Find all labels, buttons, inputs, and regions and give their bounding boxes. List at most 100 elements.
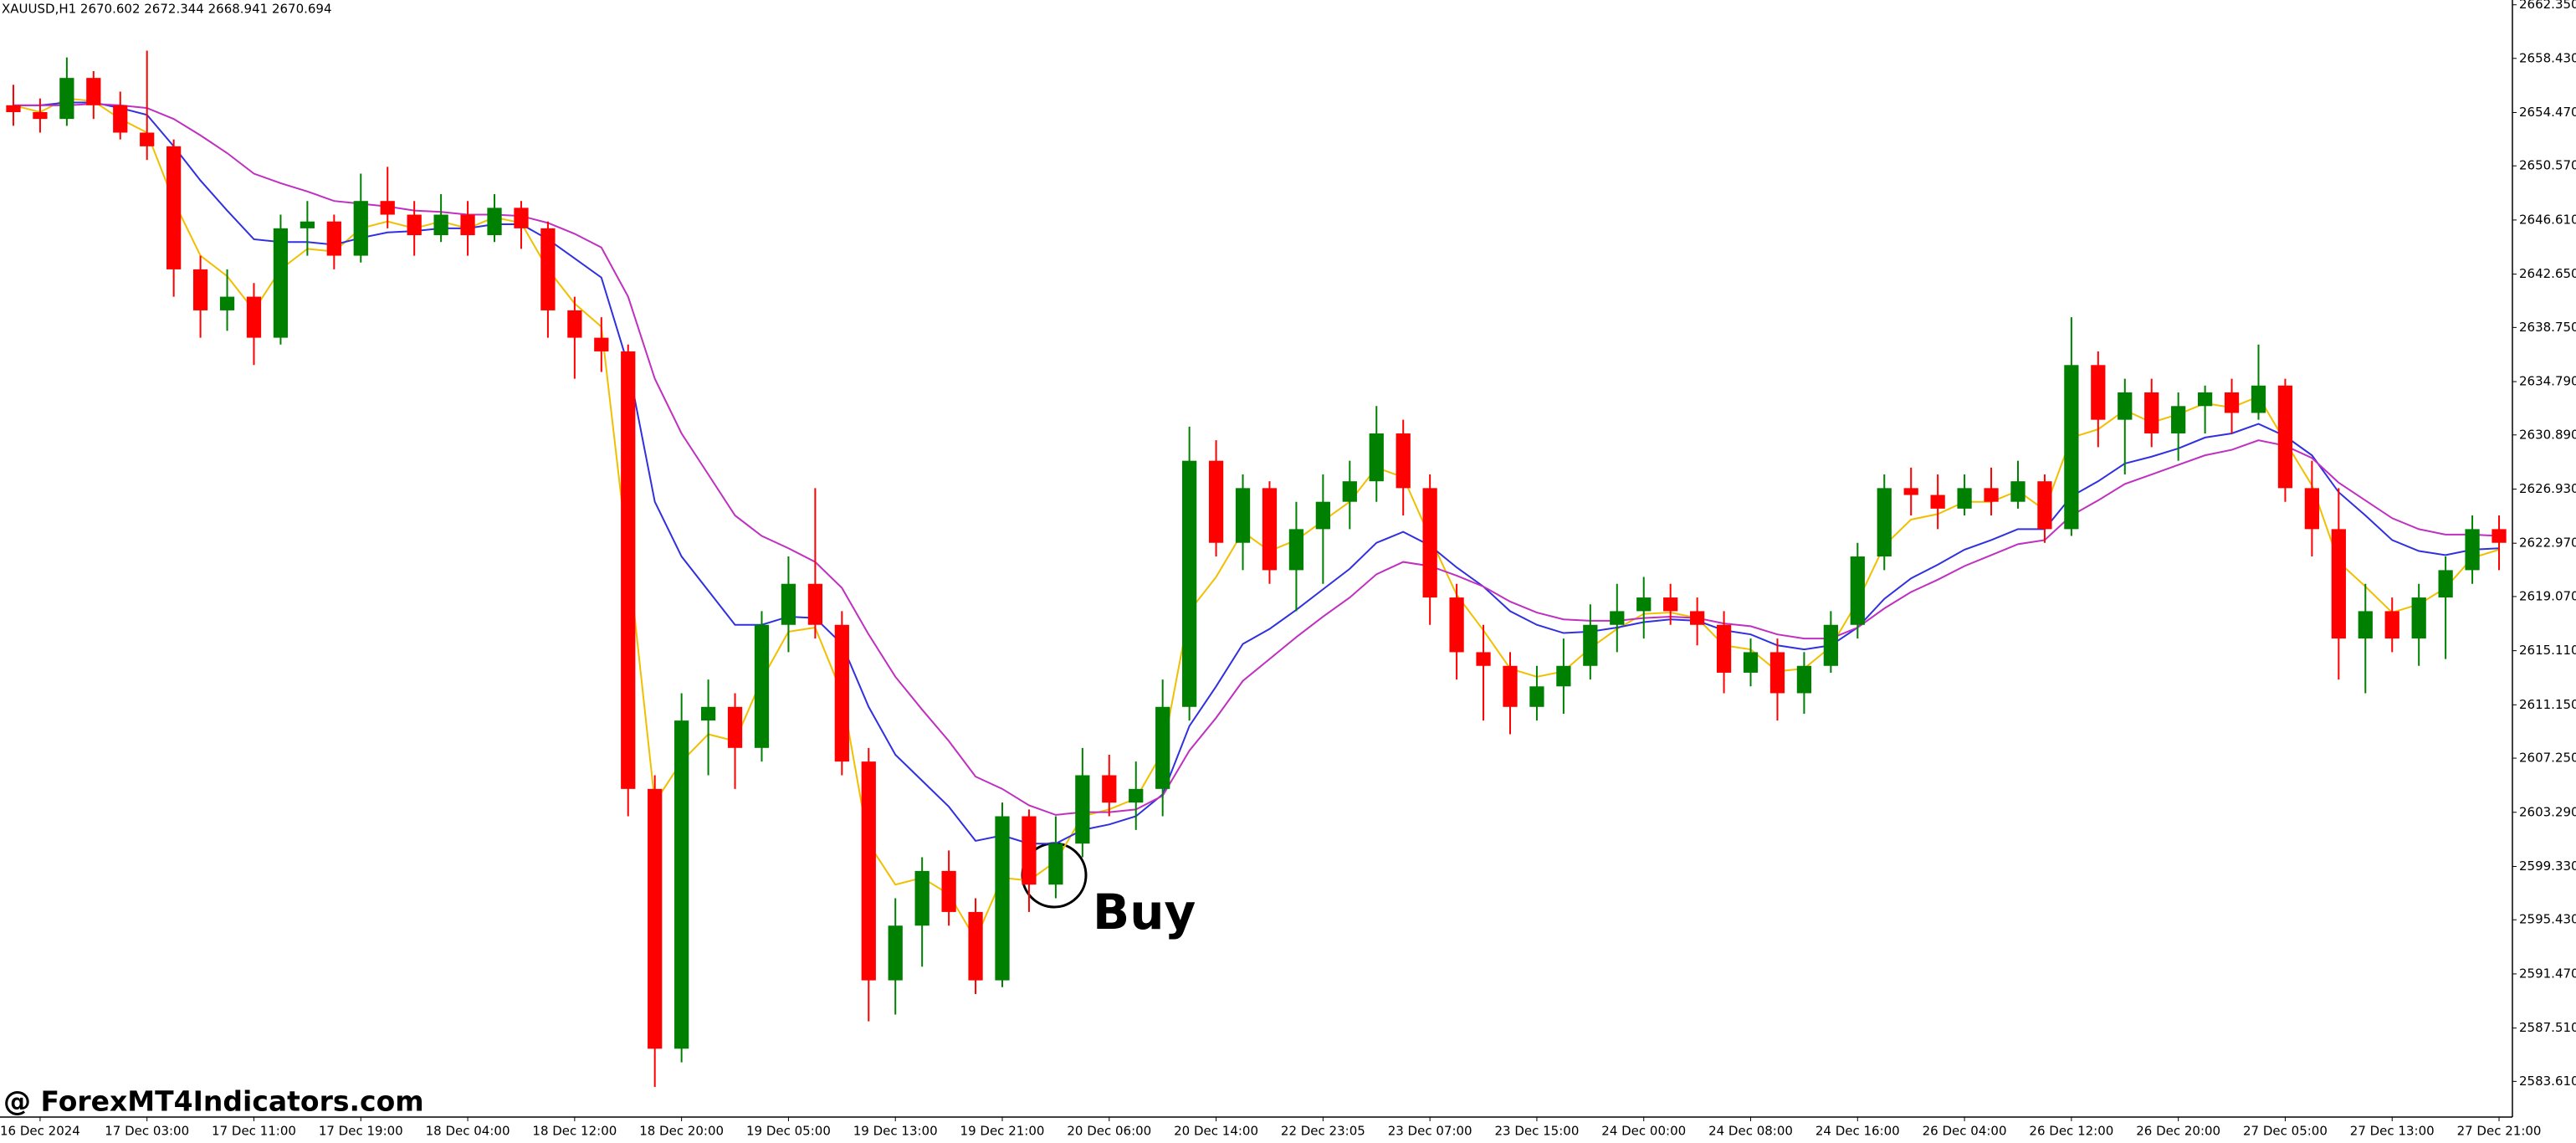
candle-body (1396, 433, 1411, 489)
x-tick-label: 26 Dec 04:00 (1923, 1124, 2007, 1139)
x-tick-label: 26 Dec 12:00 (2029, 1124, 2113, 1139)
x-tick-label: 22 Dec 23:05 (1281, 1124, 1365, 1139)
candle-body (941, 870, 956, 912)
candle-body (1823, 624, 1838, 666)
moving-average-line (13, 101, 2500, 845)
candle-body (1422, 488, 1437, 598)
y-tick-label: 2630.890 (2519, 427, 2576, 442)
candle-body (968, 911, 983, 981)
candle-body (1743, 652, 1759, 673)
y-tick-label: 2615.110 (2519, 643, 2576, 658)
candle-body (1663, 597, 1678, 612)
moving-average-line (13, 103, 2500, 816)
y-tick-label: 2595.430 (2519, 912, 2576, 927)
y-tick-label: 2662.350 (2519, 0, 2576, 12)
candle-body (567, 310, 582, 338)
x-tick-label: 18 Dec 04:00 (426, 1124, 510, 1139)
candle-body (2197, 392, 2213, 407)
candle-body (514, 208, 529, 228)
candle-body (33, 111, 48, 120)
x-tick-label: 17 Dec 19:00 (319, 1124, 403, 1139)
candle-body (433, 214, 448, 236)
candle-body (2118, 392, 2133, 420)
candle-body (1930, 495, 1945, 509)
y-tick-label: 2607.250 (2519, 751, 2576, 766)
x-tick-label: 26 Dec 20:00 (2136, 1124, 2220, 1139)
y-tick-label: 2583.610 (2519, 1074, 2576, 1089)
x-tick-label: 16 Dec 2024 (0, 1124, 80, 1139)
candle-body (648, 788, 663, 1049)
candle-body (1369, 433, 1384, 482)
candle-body (754, 624, 770, 748)
x-tick-label: 27 Dec 05:00 (2243, 1124, 2328, 1139)
candle-body (326, 221, 341, 256)
candle-body (2224, 392, 2240, 413)
x-tick-label: 27 Dec 13:00 (2350, 1124, 2435, 1139)
watermark: @ ForexMT4Indicators.com (3, 1085, 424, 1118)
candle-body (1342, 481, 1357, 502)
candle-body (1129, 788, 1144, 803)
candle-body (1208, 460, 1224, 543)
candle-body (1022, 816, 1037, 885)
candle-body (113, 105, 128, 133)
candle-body (834, 624, 849, 762)
candle-body (727, 706, 743, 748)
y-tick-label: 2591.470 (2519, 966, 2576, 981)
y-tick-label: 2638.750 (2519, 320, 2576, 335)
candle-body (1716, 624, 1732, 673)
candle-body (1556, 665, 1571, 687)
x-tick-label: 24 Dec 08:00 (1708, 1124, 1793, 1139)
x-tick-label: 19 Dec 05:00 (746, 1124, 831, 1139)
candle-body (2411, 597, 2426, 639)
moving-average-line (13, 97, 2500, 941)
x-tick-label: 18 Dec 20:00 (639, 1124, 724, 1139)
candle-body (380, 201, 395, 215)
candle-body (1503, 665, 1518, 707)
candle-body (86, 78, 101, 105)
x-tick-label: 20 Dec 06:00 (1067, 1124, 1151, 1139)
candle-body (1636, 597, 1652, 612)
annotation: Buy (1093, 884, 1196, 941)
x-tick-label: 19 Dec 21:00 (960, 1124, 1045, 1139)
y-tick-label: 2611.150 (2519, 697, 2576, 712)
candle-body (59, 78, 74, 120)
candle-body (2037, 481, 2052, 530)
candle-body (1182, 460, 1197, 707)
candle-body (1048, 843, 1063, 885)
candle-body (1235, 488, 1251, 543)
candle-body (1102, 775, 1117, 803)
candle-body (166, 146, 182, 269)
x-tick-label: 17 Dec 11:00 (212, 1124, 296, 1139)
candle-body (219, 296, 235, 310)
candle-body (1689, 611, 1705, 625)
candle-body (1957, 488, 1972, 509)
candle-body (2277, 385, 2293, 489)
y-tick-label: 2587.510 (2519, 1020, 2576, 1035)
candle-body (1288, 529, 1304, 571)
candle-body (140, 132, 155, 146)
y-tick-label: 2599.330 (2519, 859, 2576, 874)
candle-body (1529, 686, 1544, 707)
candle-body (2304, 488, 2320, 530)
candle-body (1610, 611, 1625, 625)
candle-body (1769, 652, 1785, 694)
candle-body (2171, 406, 2186, 433)
y-tick-label: 2626.930 (2519, 481, 2576, 496)
candle-body (2064, 365, 2079, 530)
candle-body (460, 214, 475, 236)
y-tick-label: 2603.290 (2519, 804, 2576, 819)
candle-body (1315, 501, 1330, 530)
x-tick-label: 18 Dec 12:00 (532, 1124, 617, 1139)
candle-body (700, 706, 716, 721)
candle-body (1476, 652, 1491, 666)
candle-body (540, 228, 556, 310)
candle-body (2091, 365, 2106, 420)
candle-body (2010, 481, 2025, 502)
candle-body (1155, 706, 1170, 789)
y-tick-label: 2622.970 (2519, 536, 2576, 551)
candle-body (246, 296, 262, 338)
x-tick-label: 20 Dec 14:00 (1174, 1124, 1258, 1139)
candle-body (2251, 385, 2266, 413)
